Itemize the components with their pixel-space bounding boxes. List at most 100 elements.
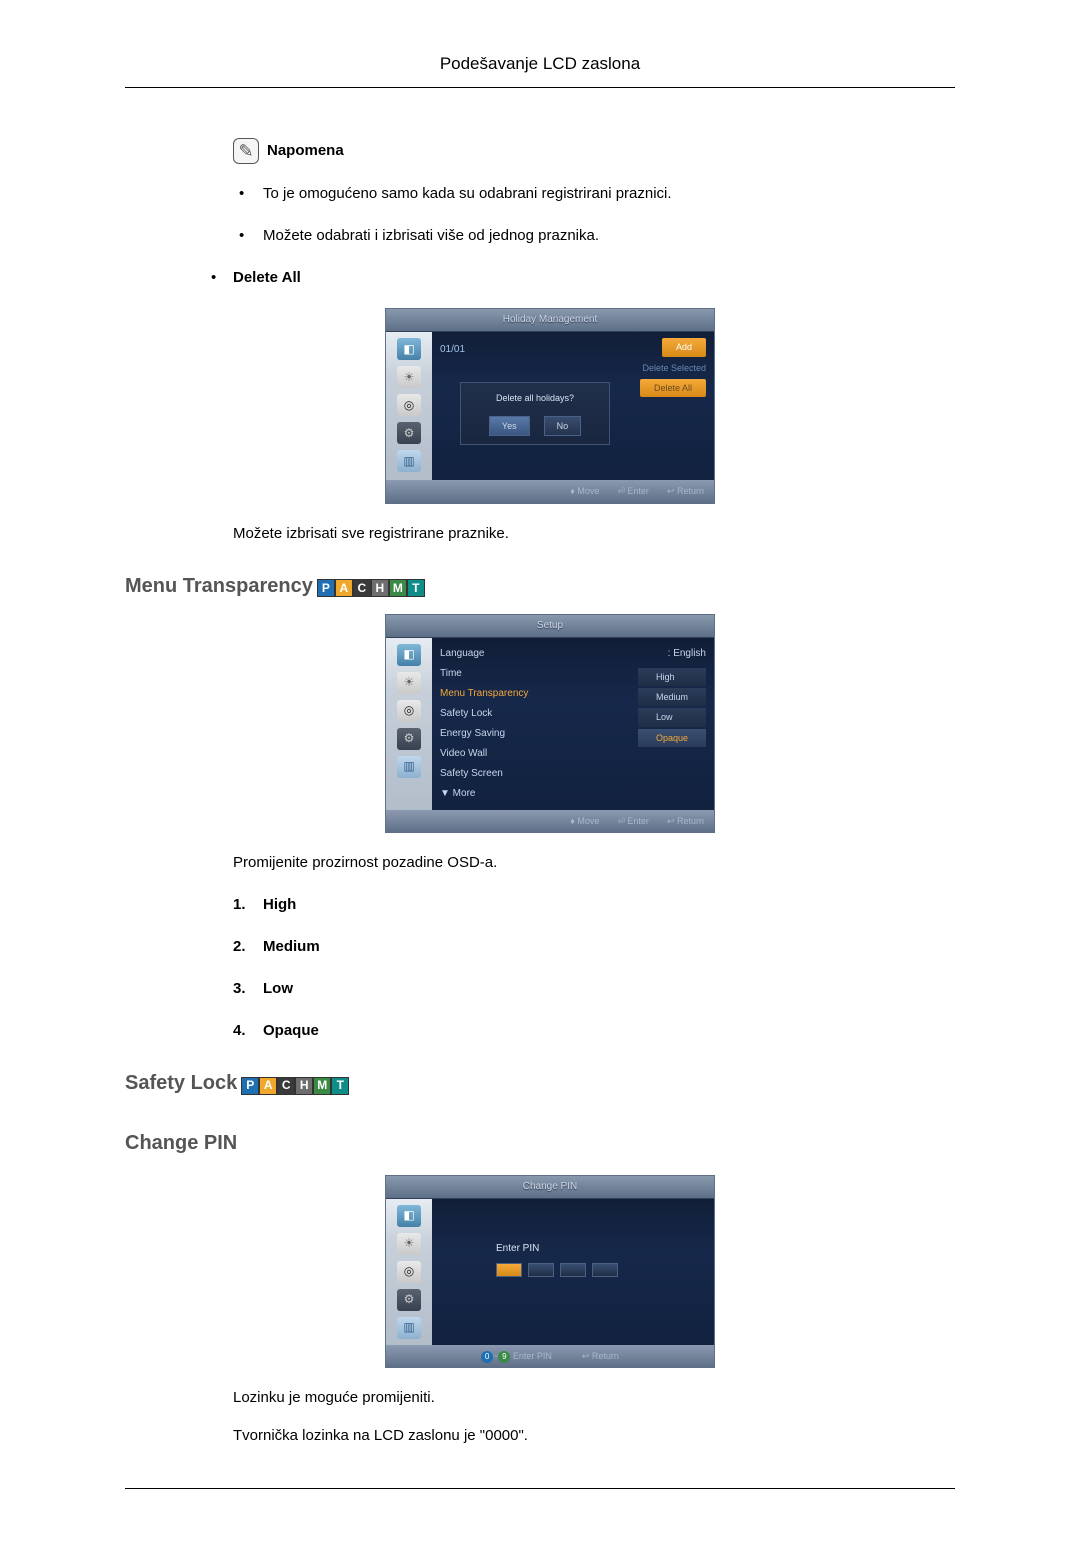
note-label: Napomena	[267, 139, 344, 163]
no-button[interactable]: No	[544, 416, 582, 436]
mode-badge: H	[371, 579, 389, 597]
osd-sidebar: ◧ ☀ ◎ ⚙ ▥	[386, 1199, 432, 1345]
list-item: Low	[233, 977, 955, 1001]
list-item: Medium	[233, 935, 955, 959]
sidebar-icon: ◎	[397, 1261, 421, 1283]
osd-setup-screenshot: Setup ◧ ☀ ◎ ⚙ ▥ High Medium Low Opaque Lang…	[385, 614, 715, 833]
transparency-option[interactable]: High	[638, 668, 706, 686]
add-button[interactable]: Add	[662, 338, 706, 356]
sidebar-icon: ⚙	[397, 422, 421, 444]
sidebar-icon: ◧	[397, 1205, 421, 1227]
osd-row-label: Energy Saving	[440, 726, 505, 742]
pin-boxes	[496, 1263, 706, 1277]
osd-sidebar: ◧ ☀ ◎ ⚙ ▥	[386, 638, 432, 810]
footer-rule	[125, 1488, 955, 1489]
document-page: Podešavanje LCD zaslona ✎ Napomena To je…	[0, 0, 1080, 1549]
osd-row-label: ▼ More	[440, 786, 475, 802]
list-item: To je omogućeno samo kada su odabrani re…	[233, 182, 955, 206]
transparency-option[interactable]: Low	[638, 708, 706, 726]
osd-row-label: Video Wall	[440, 746, 487, 762]
osd-menu-row[interactable]: ▼ More	[440, 784, 706, 804]
pin-entry-area: Enter PIN	[496, 1241, 706, 1277]
tag-icon: 9	[498, 1351, 510, 1363]
osd-title: Setup	[386, 615, 714, 638]
list-item: Delete All	[205, 266, 955, 290]
osd-row-value: : English	[668, 646, 706, 662]
osd-main: 01/01 Add Delete Selected Delete All Del…	[432, 332, 714, 480]
mode-badge: M	[313, 1077, 331, 1095]
sidebar-icon: ◎	[397, 394, 421, 416]
transparency-desc: Promijenite prozirnost pozadine OSD-a.	[233, 851, 955, 875]
footer-return: ↩ Return	[667, 814, 704, 828]
footer-enter-pin: 0~9 Enter PIN	[481, 1349, 552, 1363]
sidebar-icon: ⚙	[397, 728, 421, 750]
pin-digit[interactable]	[496, 1263, 522, 1277]
osd-row-label: Safety Lock	[440, 706, 492, 722]
sidebar-icon: ☀	[397, 1233, 421, 1255]
delete-all-button[interactable]: Delete All	[640, 379, 706, 397]
dialog-text: Delete all holidays?	[467, 391, 603, 405]
sidebar-icon: ◧	[397, 644, 421, 666]
footer-enter: ⏎ Enter	[617, 484, 649, 498]
footer-move: ♦ Move	[570, 484, 599, 498]
transparency-options: High Medium Low Opaque	[638, 668, 706, 748]
osd-footer: ♦ Move ⏎ Enter ↩ Return	[386, 480, 714, 502]
page-title: Podešavanje LCD zaslona	[125, 50, 955, 88]
pin-digit[interactable]	[592, 1263, 618, 1277]
yes-button[interactable]: Yes	[489, 416, 530, 436]
mode-badge: T	[331, 1077, 349, 1095]
sidebar-icon: ☀	[397, 672, 421, 694]
sidebar-icon: ☀	[397, 366, 421, 388]
sidebar-icon: ⚙	[397, 1289, 421, 1311]
mode-badge: A	[335, 579, 353, 597]
sidebar-icon: ▥	[397, 756, 421, 778]
osd-body: ◧ ☀ ◎ ⚙ ▥ 01/01 Add Delete Selected Dele…	[386, 332, 714, 480]
sidebar-icon: ◧	[397, 338, 421, 360]
delete-selected-button[interactable]: Delete Selected	[642, 361, 706, 375]
osd-row-label: Language	[440, 646, 485, 662]
sidebar-icon: ▥	[397, 450, 421, 472]
mode-badge: M	[389, 579, 407, 597]
delete-all-block: Delete All	[205, 266, 955, 290]
footer-move: ♦ Move	[570, 814, 599, 828]
list-item: Opaque	[233, 1019, 955, 1043]
osd-sidebar: ◧ ☀ ◎ ⚙ ▥	[386, 332, 432, 480]
sidebar-icon: ▥	[397, 1317, 421, 1339]
mode-badge: P	[317, 579, 335, 597]
osd-main: Enter PIN	[432, 1199, 714, 1345]
osd-row-label: Time	[440, 666, 462, 682]
osd-footer: ♦ Move ⏎ Enter ↩ Return	[386, 810, 714, 832]
footer-return: ↩ Return	[667, 484, 704, 498]
sidebar-icon: ◎	[397, 700, 421, 722]
osd-row-label: Safety Screen	[440, 766, 503, 782]
osd-menu-row[interactable]: Safety Screen	[440, 764, 706, 784]
osd-title: Holiday Management	[386, 309, 714, 332]
mode-badge: C	[353, 579, 371, 597]
change-pin-heading: Change PIN	[125, 1127, 955, 1159]
osd-main: High Medium Low Opaque Language : English Tim…	[432, 638, 714, 810]
tag-icon: 0	[481, 1351, 493, 1363]
pin-digit[interactable]	[528, 1263, 554, 1277]
transparency-option[interactable]: Medium	[638, 688, 706, 706]
note-heading: ✎ Napomena	[233, 138, 955, 164]
osd-body: ◧ ☀ ◎ ⚙ ▥ Enter PIN	[386, 1199, 714, 1345]
delete-all-label: Delete All	[233, 269, 301, 286]
footer-enter: ⏎ Enter	[617, 814, 649, 828]
enter-pin-label: Enter PIN	[496, 1241, 706, 1257]
pin-digit[interactable]	[560, 1263, 586, 1277]
osd-footer: 0~9 Enter PIN ↩ Return	[386, 1345, 714, 1367]
confirm-dialog: Delete all holidays? Yes No	[460, 382, 610, 445]
mode-badge: A	[259, 1077, 277, 1095]
list-item: High	[233, 893, 955, 917]
osd-body: ◧ ☀ ◎ ⚙ ▥ High Medium Low Opaque Language : …	[386, 638, 714, 810]
transparency-option[interactable]: Opaque	[638, 729, 706, 747]
changepin-desc1: Lozinku je moguće promijeniti.	[233, 1386, 955, 1410]
note-list: To je omogućeno samo kada su odabrani re…	[233, 182, 955, 248]
changepin-desc2: Tvornička lozinka na LCD zaslonu je "000…	[233, 1424, 955, 1448]
heading-text: Menu Transparency	[125, 570, 313, 602]
transparency-options-list: High Medium Low Opaque	[233, 893, 955, 1043]
osd-menu-row[interactable]: Language : English	[440, 644, 706, 664]
mode-badges: PACHMT	[241, 1067, 349, 1099]
footer-return: ↩ Return	[582, 1349, 619, 1363]
menu-transparency-heading: Menu Transparency PACHMT	[125, 570, 955, 602]
